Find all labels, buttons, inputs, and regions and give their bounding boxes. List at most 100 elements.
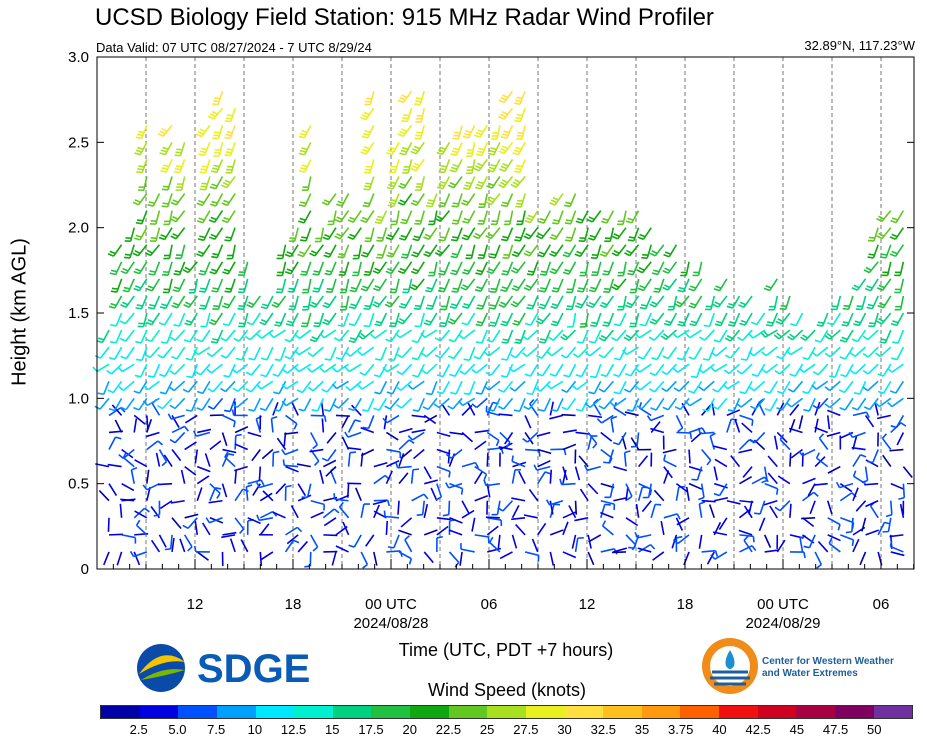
wind-barb-feather [348, 407, 355, 412]
wind-barb [108, 533, 124, 536]
wind-barb [397, 465, 412, 469]
wind-barb-feather [363, 307, 370, 311]
wind-barb-feather [449, 169, 456, 173]
wind-barb-feather [260, 319, 268, 323]
wind-barb-feather [335, 356, 343, 361]
wind-barb-feather [207, 405, 214, 410]
wind-barb-feather [483, 473, 488, 481]
wind-barb [629, 244, 640, 257]
wind-barb-feather [309, 338, 316, 343]
wind-barb-feather [536, 354, 543, 359]
wind-barb-feather [602, 217, 609, 222]
wind-barb-feather [426, 304, 434, 307]
wind-barb [603, 329, 614, 342]
wind-barb [706, 551, 715, 565]
wind-barb [203, 227, 211, 241]
wind-barb-feather [538, 306, 545, 310]
wind-barb-feather [160, 169, 167, 173]
wind-barb [516, 278, 526, 291]
wind-barb [729, 329, 741, 342]
wind-barb-feather [212, 137, 219, 140]
wind-barb [341, 346, 350, 360]
wind-barb [744, 312, 753, 326]
wind-barb [250, 363, 261, 376]
wind-barb [420, 108, 426, 123]
wind-barb [285, 465, 299, 473]
wind-barb-feather [889, 253, 896, 258]
wind-barb [368, 295, 375, 310]
wind-barb-feather [160, 149, 168, 153]
wind-barb [289, 346, 299, 360]
wind-barb-feather [651, 357, 658, 361]
wind-barb [622, 261, 627, 276]
wind-barb [281, 244, 287, 259]
wind-barb [243, 312, 249, 327]
wind-barb [433, 210, 438, 225]
wind-barb [125, 295, 135, 308]
wind-barb-feather [109, 250, 116, 255]
wind-barb-feather [774, 506, 781, 512]
wind-barb-feather [311, 336, 318, 340]
wind-barb-feather [120, 304, 127, 308]
wind-barb-feather [490, 253, 497, 256]
wind-barb-feather [156, 404, 163, 410]
wind-barb-feather [626, 249, 633, 254]
wind-barb-feather [357, 334, 364, 340]
wind-barb [714, 458, 728, 468]
wind-barb-feather [451, 290, 458, 293]
wind-barb [739, 476, 753, 485]
wind-barb [600, 511, 614, 519]
wind-barb-feather [273, 301, 280, 306]
wind-barb-feather [490, 321, 497, 325]
wind-barb [689, 397, 703, 407]
wind-barb [398, 472, 409, 485]
wind-barb [694, 312, 703, 326]
wind-barb [505, 278, 514, 292]
wind-barb [111, 404, 123, 416]
wind-barb [618, 363, 627, 377]
wind-barb [145, 431, 160, 438]
wind-barb [616, 227, 627, 240]
wind-barb [890, 551, 905, 557]
wind-barb-feather [210, 170, 218, 174]
wind-barb-feather [282, 368, 288, 374]
wind-barb [441, 380, 451, 394]
wind-barb-feather [476, 162, 483, 167]
wind-barb-feather [488, 166, 495, 170]
wind-barb-feather [880, 253, 888, 256]
wind-barb-feather [879, 341, 886, 344]
wind-barb-feather [385, 236, 392, 241]
wind-barb-feather [690, 375, 697, 379]
wind-barb [740, 397, 753, 408]
wind-barb-feather [348, 339, 355, 344]
wind-barb-feather [603, 461, 610, 464]
wind-barb [622, 210, 627, 225]
wind-barb-feather [728, 302, 735, 307]
wind-barb [528, 244, 539, 257]
wind-barb [515, 523, 526, 536]
wind-barb [693, 295, 703, 309]
wind-barb-feather [199, 171, 206, 174]
wind-barb [467, 402, 476, 416]
wind-barb-feather [523, 252, 530, 257]
wind-barb-feather [205, 517, 211, 524]
wind-barb [107, 517, 110, 532]
wind-barb [146, 415, 149, 430]
wind-barb [354, 295, 362, 309]
wind-barb [871, 295, 879, 310]
colorbar-label: 15 [325, 722, 340, 737]
wind-barb [347, 446, 362, 451]
wind-barb [667, 346, 678, 359]
wind-barb [284, 431, 299, 435]
wind-barb-feather [547, 336, 554, 342]
wind-barb [278, 380, 287, 395]
wind-barb [574, 500, 578, 515]
wind-barb-feather [285, 484, 292, 488]
wind-barb-feather [212, 167, 219, 171]
wind-barb-feather [238, 304, 245, 308]
wind-barb-feather [404, 535, 410, 541]
wind-barb [338, 397, 350, 409]
wind-barb-feather [373, 301, 381, 306]
wind-barb-feather [475, 341, 483, 344]
wind-barb [867, 329, 879, 341]
